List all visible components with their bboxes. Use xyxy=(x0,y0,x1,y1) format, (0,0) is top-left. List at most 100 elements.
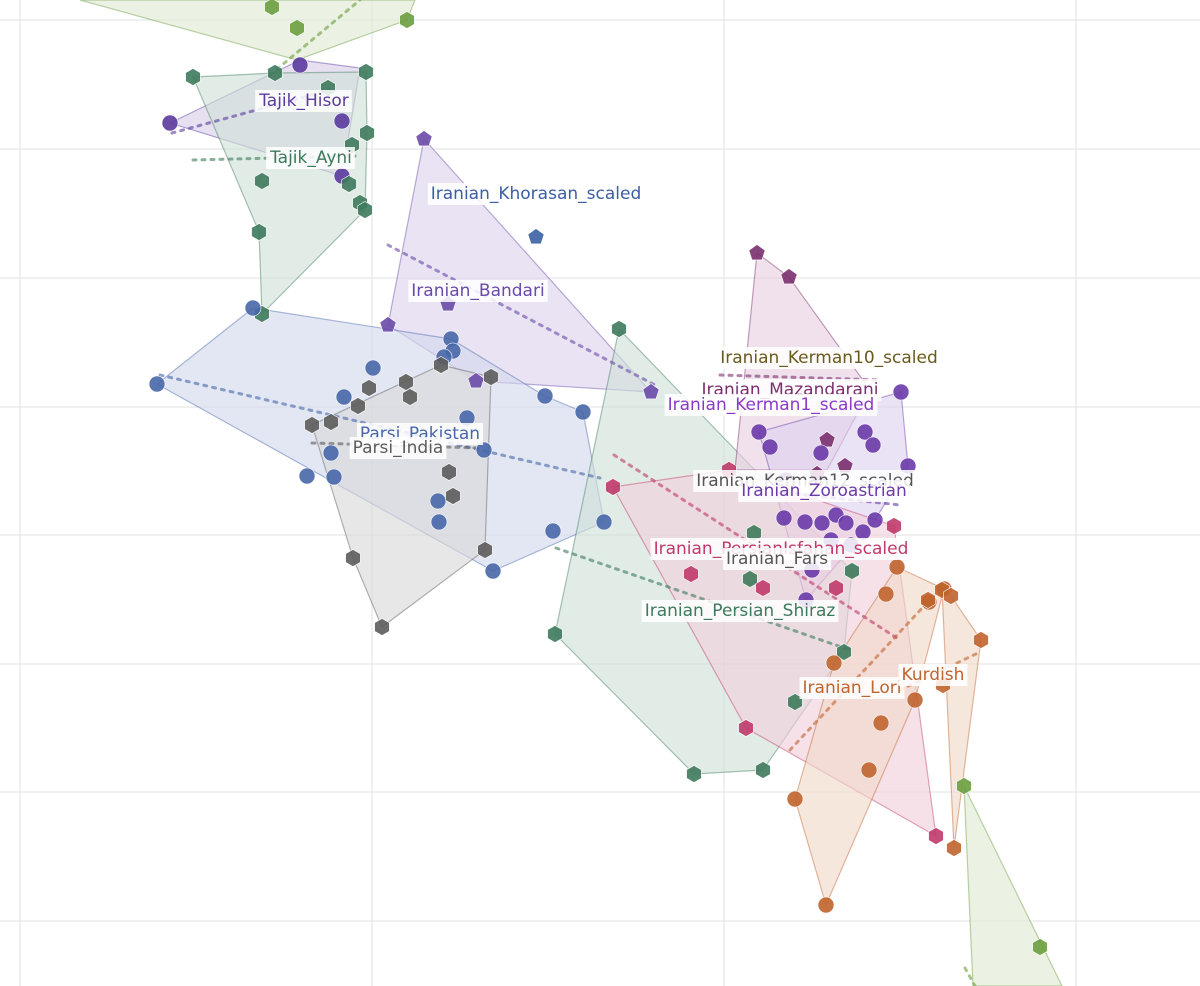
trend-line-iranian-persian-shiraz xyxy=(554,546,852,652)
point-parsi-pakistan-7[interactable] xyxy=(574,403,592,421)
point-iranian-persianisfahan-scaled-7[interactable] xyxy=(738,719,754,737)
point-tajik-ayni-2[interactable] xyxy=(358,63,374,81)
point-tajik-ayni-8[interactable] xyxy=(357,201,373,219)
point-parsi-india-1[interactable] xyxy=(483,368,499,386)
point-green-top-2[interactable] xyxy=(399,11,415,29)
point-iranian-bandari-3[interactable] xyxy=(467,372,485,389)
point-parsi-pakistan-15[interactable] xyxy=(544,522,562,540)
point-iranian-zoroastrian-5[interactable] xyxy=(864,436,882,454)
point-parsi-pakistan-8[interactable] xyxy=(335,388,353,406)
point-parsi-india-7[interactable] xyxy=(323,413,339,431)
point-iranian-zoroastrian-1[interactable] xyxy=(750,423,768,441)
label-tajik-hisor: Tajik_Hisor xyxy=(255,90,352,112)
point-parsi-pakistan-14[interactable] xyxy=(430,513,448,531)
point-iranian-lori-1[interactable] xyxy=(877,585,895,603)
point-iranian-persianisfahan-scaled-8[interactable] xyxy=(928,827,944,845)
point-green-bottom-1[interactable] xyxy=(1032,938,1048,956)
point-parsi-pakistan-5[interactable] xyxy=(364,359,382,377)
point-tajik-ayni-0[interactable] xyxy=(185,68,201,86)
point-tajik-ayni-6[interactable] xyxy=(341,175,357,193)
label-bg-tajik-hisor xyxy=(255,90,352,112)
point-tajik-hisor-1[interactable] xyxy=(333,112,351,130)
point-iranian-persianisfahan-scaled-5[interactable] xyxy=(886,517,902,535)
point-parsi-pakistan-18[interactable] xyxy=(322,444,340,462)
point-iranian-persianisfahan-scaled-3[interactable] xyxy=(755,579,771,597)
point-iranian-lori-3[interactable] xyxy=(860,761,878,779)
point-tajik-hisor-3[interactable] xyxy=(291,56,309,74)
point-parsi-pakistan-10[interactable] xyxy=(475,441,493,459)
point-parsi-india-11[interactable] xyxy=(345,549,361,567)
point-parsi-india-10[interactable] xyxy=(477,541,493,559)
point-iranian-lori-9[interactable] xyxy=(872,714,890,732)
point-iranian-persian-shiraz-3[interactable] xyxy=(755,761,771,779)
point-parsi-india-5[interactable] xyxy=(350,397,366,415)
trend-line-green-bottom xyxy=(963,966,977,986)
point-iranian-mazandarani-0[interactable] xyxy=(748,244,766,261)
point-iranian-bandari-4[interactable] xyxy=(642,383,660,400)
label-bg-iranian-persian-shiraz xyxy=(641,600,839,622)
point-iranian-mazandarani-2[interactable] xyxy=(818,431,836,448)
point-iranian-persian-shiraz-5[interactable] xyxy=(836,643,852,661)
point-parsi-pakistan-11[interactable] xyxy=(298,467,316,485)
point-iranian-bandari-0[interactable] xyxy=(415,130,433,147)
point-iranian-zoroastrian-4[interactable] xyxy=(856,423,874,441)
point-parsi-pakistan-0[interactable] xyxy=(148,375,166,393)
point-green-bottom-0[interactable] xyxy=(956,777,972,795)
point-tajik-hisor-0[interactable] xyxy=(161,114,179,132)
point-iranian-bandari-1[interactable] xyxy=(379,316,397,333)
point-parsi-india-12[interactable] xyxy=(374,618,390,636)
point-parsi-india-9[interactable] xyxy=(445,487,461,505)
point-parsi-pakistan-13[interactable] xyxy=(429,492,447,510)
point-iranian-zoroastrian-9[interactable] xyxy=(775,509,793,527)
point-iranian-lori-0[interactable] xyxy=(888,558,906,576)
point-parsi-pakistan-16[interactable] xyxy=(595,513,613,531)
point-iranian-persian-shiraz-1[interactable] xyxy=(547,625,563,643)
point-iranian-lori-4[interactable] xyxy=(786,790,804,808)
point-iranian-zoroastrian-2[interactable] xyxy=(761,438,779,456)
point-iranian-lori-8[interactable] xyxy=(906,691,924,709)
point-tajik-ayni-5[interactable] xyxy=(254,172,270,190)
point-iranian-khorasan-scaled-0[interactable] xyxy=(527,228,545,245)
point-tajik-ayni-3[interactable] xyxy=(359,124,375,142)
point-iranian-zoroastrian-15[interactable] xyxy=(866,511,884,529)
point-kurdish-1[interactable] xyxy=(943,587,959,605)
point-iranian-persianisfahan-scaled-0[interactable] xyxy=(605,478,621,496)
point-iranian-zoroastrian-11[interactable] xyxy=(813,514,831,532)
point-kurdish-5[interactable] xyxy=(946,839,962,857)
point-iranian-persian-shiraz-0[interactable] xyxy=(611,320,627,338)
point-parsi-india-6[interactable] xyxy=(304,416,320,434)
point-parsi-india-8[interactable] xyxy=(441,463,457,481)
point-parsi-pakistan-1[interactable] xyxy=(244,299,262,317)
label-text-tajik-ayni: Tajik_Ayni xyxy=(269,148,352,168)
point-iranian-persianisfahan-scaled-6[interactable] xyxy=(828,579,844,597)
label-bg-iranian-fars xyxy=(722,548,832,570)
label-bg-tajik-ayni xyxy=(266,147,355,169)
point-green-top-0[interactable] xyxy=(264,0,280,16)
point-iranian-persian-shiraz-6[interactable] xyxy=(844,562,860,580)
point-iranian-zoroastrian-3[interactable] xyxy=(812,444,830,462)
point-tajik-ayni-9[interactable] xyxy=(251,223,267,241)
point-iranian-lori-2[interactable] xyxy=(825,654,843,672)
point-tajik-ayni-1[interactable] xyxy=(267,64,283,82)
point-iranian-persian-shiraz-7[interactable] xyxy=(742,570,758,588)
point-iranian-zoroastrian-10[interactable] xyxy=(796,513,814,531)
label-iranian-zoroastrian: Iranian_Zoroastrian xyxy=(738,480,910,502)
point-green-top-1[interactable] xyxy=(289,19,305,37)
point-iranian-zoroastrian-14[interactable] xyxy=(854,523,872,541)
label-text-tajik-hisor: Tajik_Hisor xyxy=(258,91,349,111)
point-iranian-zoroastrian-0[interactable] xyxy=(892,383,910,401)
point-parsi-pakistan-6[interactable] xyxy=(536,387,554,405)
point-iranian-zoroastrian-13[interactable] xyxy=(837,514,855,532)
point-kurdish-2[interactable] xyxy=(920,591,936,609)
label-text-iranian-lori: Iranian_Lori xyxy=(803,678,902,698)
point-iranian-persian-shiraz-2[interactable] xyxy=(686,765,702,783)
point-iranian-mazandarani-1[interactable] xyxy=(780,268,798,285)
point-parsi-pakistan-17[interactable] xyxy=(484,562,502,580)
point-parsi-india-3[interactable] xyxy=(361,379,377,397)
point-parsi-pakistan-12[interactable] xyxy=(325,468,343,486)
point-parsi-india-0[interactable] xyxy=(433,356,449,374)
point-parsi-india-4[interactable] xyxy=(402,388,418,406)
point-iranian-lori-5[interactable] xyxy=(817,896,835,914)
point-iranian-persianisfahan-scaled-2[interactable] xyxy=(683,565,699,583)
point-kurdish-3[interactable] xyxy=(973,631,989,649)
